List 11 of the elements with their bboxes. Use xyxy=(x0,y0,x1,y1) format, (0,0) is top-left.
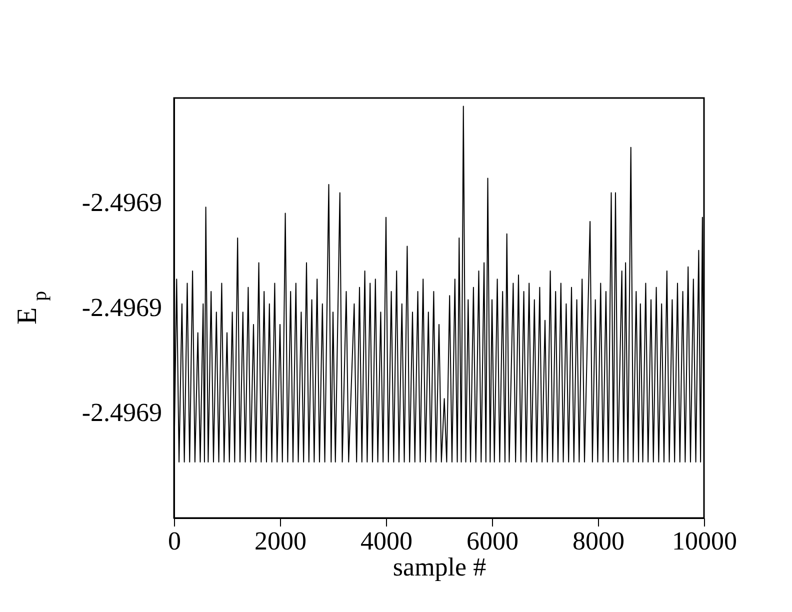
text: -2.4969 xyxy=(82,293,162,322)
x-tick-label: 0 xyxy=(168,526,181,556)
text: -2.4969 xyxy=(82,398,162,427)
text: -2.4969 xyxy=(82,188,162,217)
x-axis-title: sample # xyxy=(392,552,486,582)
x-tick-label: 10000 xyxy=(672,526,737,556)
x-tick-label: 4000 xyxy=(360,526,412,556)
x-tick-label: 6000 xyxy=(466,526,518,556)
y-axis-title: Ep xyxy=(12,291,51,325)
x-tick-label: 2000 xyxy=(254,526,306,556)
x-tick-label: 8000 xyxy=(572,526,624,556)
